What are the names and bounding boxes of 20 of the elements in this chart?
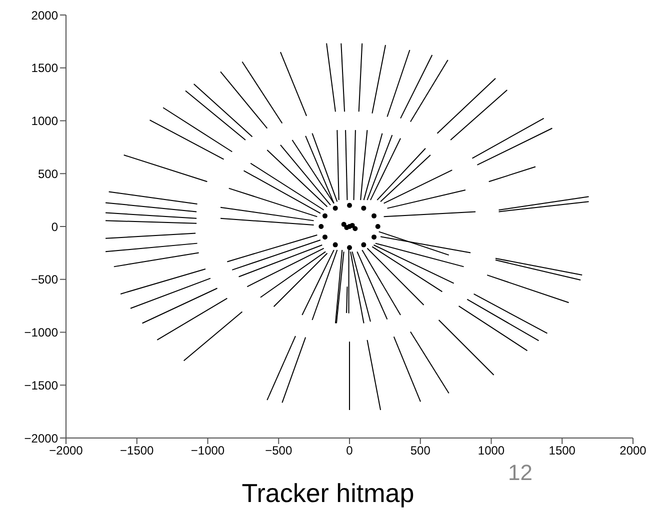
text: Tracker hitmap [242, 478, 414, 508]
y-tick-label: −500 [30, 272, 58, 287]
x-tick-label: −1500 [120, 444, 154, 458]
x-tick-label: 1500 [548, 444, 576, 458]
x-tick-label: −2000 [49, 444, 84, 458]
x-tick-label: 500 [410, 444, 431, 458]
y-tick-label: 0 [51, 220, 58, 234]
x-tick-label: 1000 [478, 444, 505, 458]
y-tick-label: 1000 [31, 114, 58, 128]
y-tick-label: 2000 [31, 8, 58, 22]
text: 12 [508, 460, 532, 486]
x-tick-label: −1000 [190, 444, 225, 458]
y-tick-label: −2000 [24, 431, 58, 446]
y-tick-label: 500 [38, 166, 58, 181]
y-tick-label: 1500 [31, 61, 58, 76]
y-tick-label: −1000 [24, 326, 58, 340]
x-tick-label: −500 [265, 444, 292, 458]
x-tick-label: 2000 [620, 444, 647, 458]
x-tick-label: 0 [346, 444, 354, 458]
y-tick-label: −1500 [24, 378, 58, 392]
